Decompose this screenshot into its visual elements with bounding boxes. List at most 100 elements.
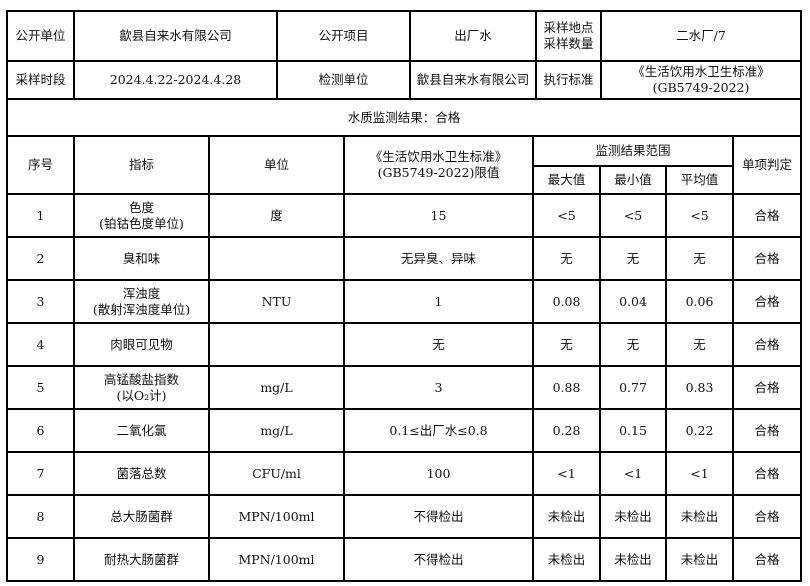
row-avg: 无 <box>665 322 734 367</box>
row-min: 0.77 <box>599 365 667 410</box>
row-unit: MPN/100ml <box>208 537 345 582</box>
row-max: 0.28 <box>532 408 601 453</box>
row-no: 7 <box>6 451 75 496</box>
row-indicator: 二氧化氯 <box>73 408 210 453</box>
row-unit: CFU/ml <box>208 451 345 496</box>
row-indicator: 浑浊度 (散射浑浊度单位) <box>73 279 210 324</box>
info-table: 公开单位 歙县自来水有限公司 公开项目 出厂水 采样地点 采样数量 二水厂/7 采… <box>6 10 802 137</box>
table-row: 9 耐热大肠菌群 MPN/100ml 不得检出 未检出 未检出 未检出 合格 <box>6 537 802 582</box>
row-no: 9 <box>6 537 75 582</box>
row-avg: 0.83 <box>665 365 734 410</box>
row-indicator: 耐热大肠菌群 <box>73 537 210 582</box>
standard-name: 《生活饮用水卫生标准》 <box>632 64 770 79</box>
row-unit <box>208 236 345 281</box>
row-max: 0.08 <box>532 279 601 324</box>
row-min: 未检出 <box>599 494 667 539</box>
row-verdict: 合格 <box>732 322 802 367</box>
row-max: 无 <box>532 236 601 281</box>
header-indicator: 指标 <box>73 135 210 195</box>
lab-value: 歙县自来水有限公司 <box>409 60 537 100</box>
row-limit: 3 <box>343 365 534 410</box>
row-verdict: 合格 <box>732 236 802 281</box>
indicator-name: 总大肠菌群 <box>110 508 173 524</box>
row-max: 未检出 <box>532 537 601 582</box>
row-limit: 15 <box>343 193 534 238</box>
row-limit: 无异臭、异味 <box>343 236 534 281</box>
table-row: 3 浑浊度 (散射浑浊度单位) NTU 1 0.08 0.04 0.06 合格 <box>6 279 802 324</box>
result-title: 水质监测结果：合格 <box>6 98 802 137</box>
header-range: 监测结果范围 <box>532 135 734 167</box>
row-no: 8 <box>6 494 75 539</box>
header-limit-line2: (GB5749-2022)限值 <box>377 165 500 180</box>
row-unit: 度 <box>208 193 345 238</box>
indicator-name: 菌落总数 <box>116 465 167 481</box>
row-unit: mg/L <box>208 408 345 453</box>
row-min: 无 <box>599 322 667 367</box>
header-no: 序号 <box>6 135 75 195</box>
row-avg: 未检出 <box>665 494 734 539</box>
standard-label: 执行标准 <box>535 60 602 100</box>
row-indicator: 臭和味 <box>73 236 210 281</box>
row-no: 5 <box>6 365 75 410</box>
header-limit: 《生活饮用水卫生标准》 (GB5749-2022)限值 <box>343 135 534 195</box>
row-max: 未检出 <box>532 494 601 539</box>
row-avg: <1 <box>665 451 734 496</box>
row-limit: 1 <box>343 279 534 324</box>
indicator-name: 臭和味 <box>122 250 161 266</box>
row-verdict: 合格 <box>732 193 802 238</box>
row-verdict: 合格 <box>732 494 802 539</box>
row-limit: 0.1≤出厂水≤0.8 <box>343 408 534 453</box>
table-row: 1 色度 (铂钴色度单位) 度 15 <5 <5 <5 合格 <box>6 193 802 238</box>
row-indicator: 色度 (铂钴色度单位) <box>73 193 210 238</box>
row-no: 2 <box>6 236 75 281</box>
indicator-name: 色度 <box>128 199 154 215</box>
period-value: 2024.4.22-2024.4.28 <box>73 60 278 100</box>
row-no: 4 <box>6 322 75 367</box>
publisher-value: 歙县自来水有限公司 <box>73 10 278 62</box>
row-limit: 不得检出 <box>343 537 534 582</box>
row-indicator: 菌落总数 <box>73 451 210 496</box>
row-unit <box>208 322 345 367</box>
indicator-note: (铂钴色度单位) <box>99 215 184 231</box>
table-row: 2 臭和味 无异臭、异味无无无合格 <box>6 236 802 281</box>
table-row: 6 二氧化氯 mg/L 0.1≤出厂水≤0.8 0.28 0.15 0.22 合格 <box>6 408 802 453</box>
row-no: 1 <box>6 193 75 238</box>
row-unit: mg/L <box>208 365 345 410</box>
row-min: 0.04 <box>599 279 667 324</box>
header-min: 最小值 <box>599 165 667 195</box>
row-min: <5 <box>599 193 667 238</box>
row-max: <1 <box>532 451 601 496</box>
row-no: 6 <box>6 408 75 453</box>
item-label: 公开项目 <box>276 10 411 62</box>
row-limit: 无 <box>343 322 534 367</box>
period-label: 采样时段 <box>6 60 75 100</box>
row-limit: 100 <box>343 451 534 496</box>
row-avg: <5 <box>665 193 734 238</box>
table-row: 4 肉眼可见物无无无无合格 <box>6 322 802 367</box>
row-limit: 不得检出 <box>343 494 534 539</box>
row-max: 0.88 <box>532 365 601 410</box>
header-max: 最大值 <box>532 165 601 195</box>
row-min: 0.15 <box>599 408 667 453</box>
table-row: 8 总大肠菌群 MPN/100ml 不得检出 未检出 未检出 未检出 合格 <box>6 494 802 539</box>
standard-value: 《生活饮用水卫生标准》 (GB5749-2022) <box>600 60 802 100</box>
row-min: 无 <box>599 236 667 281</box>
row-no: 3 <box>6 279 75 324</box>
lab-label: 检测单位 <box>276 60 411 100</box>
row-unit: MPN/100ml <box>208 494 345 539</box>
table-row: 7 菌落总数 CFU/ml 100 <1 <1 <1 合格 <box>6 451 802 496</box>
row-unit: NTU <box>208 279 345 324</box>
sampling-count-label: 采样数量 <box>543 36 594 51</box>
indicator-note: (散射浑浊度单位) <box>92 301 191 317</box>
table-row: 5 高锰酸盐指数 (以O₂计) mg/L 3 0.88 0.77 0.83 合格 <box>6 365 802 410</box>
header-unit: 单位 <box>208 135 345 195</box>
row-avg: 0.22 <box>665 408 734 453</box>
row-min: <1 <box>599 451 667 496</box>
indicator-name: 浑浊度 <box>122 285 161 301</box>
standard-code: (GB5749-2022) <box>652 80 750 95</box>
sampling-location-label: 采样地点 <box>543 20 594 35</box>
header-verdict: 单项判定 <box>732 135 802 195</box>
row-verdict: 合格 <box>732 537 802 582</box>
row-indicator: 总大肠菌群 <box>73 494 210 539</box>
row-min: 未检出 <box>599 537 667 582</box>
